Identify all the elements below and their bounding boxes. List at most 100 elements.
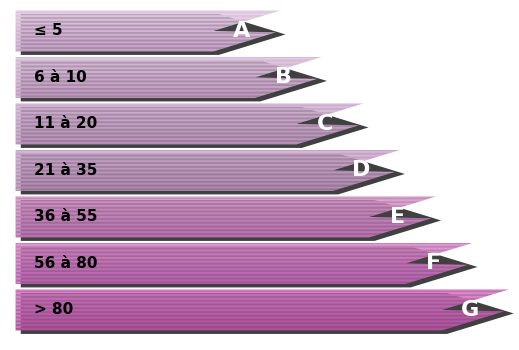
Polygon shape (16, 83, 304, 84)
Polygon shape (16, 95, 264, 97)
Polygon shape (16, 261, 415, 262)
Polygon shape (16, 294, 495, 295)
Polygon shape (16, 264, 468, 265)
Polygon shape (16, 69, 282, 71)
Polygon shape (16, 97, 260, 98)
Polygon shape (16, 162, 360, 164)
Polygon shape (16, 329, 446, 330)
Polygon shape (16, 235, 378, 236)
Text: F: F (426, 253, 441, 273)
Polygon shape (21, 107, 368, 148)
Polygon shape (16, 253, 441, 254)
Polygon shape (16, 139, 315, 140)
Polygon shape (16, 277, 428, 279)
Polygon shape (16, 113, 332, 114)
Polygon shape (16, 39, 254, 41)
Polygon shape (16, 295, 491, 296)
Polygon shape (16, 216, 374, 217)
Polygon shape (16, 325, 460, 326)
Polygon shape (16, 296, 486, 298)
Polygon shape (16, 161, 364, 162)
Polygon shape (16, 307, 451, 309)
Polygon shape (16, 105, 359, 106)
Polygon shape (16, 127, 354, 128)
Polygon shape (16, 258, 424, 259)
Polygon shape (16, 310, 504, 311)
Polygon shape (16, 116, 323, 117)
Polygon shape (16, 82, 308, 83)
Polygon shape (21, 293, 514, 334)
Polygon shape (16, 176, 382, 177)
Polygon shape (16, 125, 359, 127)
Polygon shape (16, 231, 391, 232)
Polygon shape (16, 155, 382, 157)
Polygon shape (16, 196, 436, 198)
Polygon shape (16, 160, 368, 161)
Polygon shape (16, 328, 451, 329)
Polygon shape (21, 200, 441, 241)
Polygon shape (16, 324, 464, 325)
Polygon shape (16, 302, 469, 303)
Polygon shape (16, 180, 368, 181)
Polygon shape (16, 32, 276, 34)
Polygon shape (16, 106, 354, 107)
Text: 56 à 80: 56 à 80 (34, 256, 97, 271)
Polygon shape (16, 322, 469, 324)
Text: > 80: > 80 (34, 302, 73, 317)
Polygon shape (16, 291, 504, 292)
Text: D: D (352, 160, 370, 181)
Polygon shape (16, 30, 218, 31)
Polygon shape (16, 142, 306, 143)
Polygon shape (16, 92, 273, 94)
Polygon shape (16, 188, 342, 190)
Text: B: B (275, 68, 292, 88)
Polygon shape (16, 66, 291, 68)
Polygon shape (16, 61, 308, 62)
Polygon shape (16, 65, 295, 66)
Polygon shape (16, 154, 386, 155)
Polygon shape (16, 153, 391, 154)
Polygon shape (16, 86, 295, 87)
Polygon shape (16, 72, 273, 74)
Polygon shape (21, 154, 405, 194)
Polygon shape (16, 266, 463, 267)
Polygon shape (16, 198, 431, 199)
Polygon shape (16, 175, 386, 176)
Polygon shape (16, 224, 414, 225)
Polygon shape (16, 181, 364, 183)
Polygon shape (16, 187, 346, 188)
Polygon shape (16, 177, 377, 178)
Polygon shape (16, 71, 277, 72)
Polygon shape (16, 165, 351, 166)
Polygon shape (16, 306, 455, 307)
Text: G: G (461, 300, 479, 320)
Polygon shape (16, 225, 409, 226)
Polygon shape (16, 10, 280, 12)
Polygon shape (16, 38, 258, 39)
Polygon shape (16, 151, 395, 153)
Polygon shape (16, 279, 424, 280)
Polygon shape (16, 122, 301, 124)
Polygon shape (16, 299, 477, 300)
Polygon shape (16, 140, 310, 142)
Polygon shape (16, 44, 236, 46)
Polygon shape (16, 250, 450, 251)
Polygon shape (16, 213, 383, 214)
Polygon shape (16, 211, 387, 213)
Polygon shape (16, 292, 500, 294)
Polygon shape (16, 76, 260, 77)
Polygon shape (16, 131, 341, 132)
Polygon shape (16, 23, 240, 24)
Polygon shape (16, 214, 378, 216)
Polygon shape (16, 168, 342, 169)
Polygon shape (16, 259, 419, 261)
Polygon shape (16, 226, 405, 228)
Polygon shape (16, 220, 427, 221)
Text: 36 à 55: 36 à 55 (34, 209, 97, 224)
Polygon shape (16, 112, 337, 113)
Polygon shape (16, 133, 332, 135)
Polygon shape (16, 138, 319, 139)
Polygon shape (16, 121, 306, 122)
Polygon shape (16, 221, 422, 222)
Polygon shape (16, 88, 286, 90)
